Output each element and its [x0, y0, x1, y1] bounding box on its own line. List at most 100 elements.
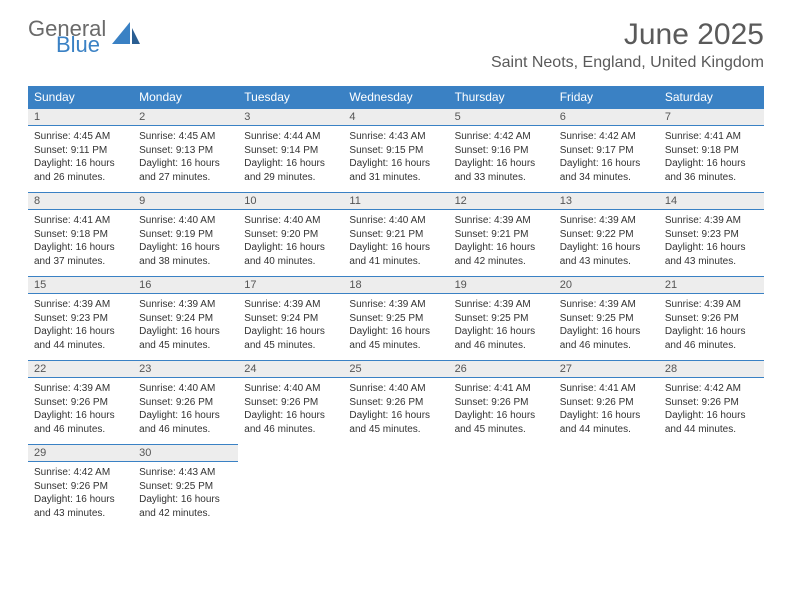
day-cell: Sunrise: 4:39 AMSunset: 9:25 PMDaylight:… — [449, 294, 554, 361]
day-cell: Sunrise: 4:40 AMSunset: 9:20 PMDaylight:… — [238, 210, 343, 277]
day-cell: Sunrise: 4:43 AMSunset: 9:25 PMDaylight:… — [133, 462, 238, 529]
sunrise-text: Sunrise: 4:42 AM — [560, 130, 653, 144]
sunset-text: Sunset: 9:24 PM — [244, 312, 337, 326]
brand-word2: Blue — [56, 34, 106, 56]
sunrise-text: Sunrise: 4:39 AM — [34, 298, 127, 312]
sunset-text: Sunset: 9:15 PM — [349, 144, 442, 158]
sunset-text: Sunset: 9:18 PM — [665, 144, 758, 158]
sunset-text: Sunset: 9:22 PM — [560, 228, 653, 242]
day-number — [343, 445, 448, 462]
day-number — [659, 445, 764, 462]
sunset-text: Sunset: 9:19 PM — [139, 228, 232, 242]
sunset-text: Sunset: 9:25 PM — [560, 312, 653, 326]
sunset-text: Sunset: 9:20 PM — [244, 228, 337, 242]
day-cell: Sunrise: 4:42 AMSunset: 9:17 PMDaylight:… — [554, 126, 659, 193]
sunrise-text: Sunrise: 4:42 AM — [665, 382, 758, 396]
day-header-row: Sunday Monday Tuesday Wednesday Thursday… — [28, 86, 764, 109]
daylight-text: Daylight: 16 hours and 44 minutes. — [34, 325, 127, 352]
sunrise-text: Sunrise: 4:43 AM — [139, 466, 232, 480]
week-row: Sunrise: 4:39 AMSunset: 9:23 PMDaylight:… — [28, 294, 764, 361]
sunset-text: Sunset: 9:26 PM — [455, 396, 548, 410]
sunset-text: Sunset: 9:26 PM — [34, 480, 127, 494]
daylight-text: Daylight: 16 hours and 46 minutes. — [34, 409, 127, 436]
daylight-text: Daylight: 16 hours and 42 minutes. — [139, 493, 232, 520]
day-number: 5 — [449, 109, 554, 126]
day-cell — [343, 462, 448, 529]
day-cell: Sunrise: 4:41 AMSunset: 9:18 PMDaylight:… — [659, 126, 764, 193]
day-cell: Sunrise: 4:39 AMSunset: 9:24 PMDaylight:… — [238, 294, 343, 361]
day-cell: Sunrise: 4:39 AMSunset: 9:26 PMDaylight:… — [28, 378, 133, 445]
sunrise-text: Sunrise: 4:39 AM — [139, 298, 232, 312]
daynum-row: 891011121314 — [28, 193, 764, 210]
daylight-text: Daylight: 16 hours and 29 minutes. — [244, 157, 337, 184]
sunset-text: Sunset: 9:25 PM — [139, 480, 232, 494]
day-cell: Sunrise: 4:39 AMSunset: 9:21 PMDaylight:… — [449, 210, 554, 277]
sunrise-text: Sunrise: 4:40 AM — [139, 214, 232, 228]
daylight-text: Daylight: 16 hours and 26 minutes. — [34, 157, 127, 184]
title-block: June 2025 Saint Neots, England, United K… — [491, 18, 764, 72]
day-number: 22 — [28, 361, 133, 378]
daylight-text: Daylight: 16 hours and 45 minutes. — [244, 325, 337, 352]
day-number: 4 — [343, 109, 448, 126]
week-row: Sunrise: 4:39 AMSunset: 9:26 PMDaylight:… — [28, 378, 764, 445]
day-cell — [238, 462, 343, 529]
day-cell: Sunrise: 4:40 AMSunset: 9:19 PMDaylight:… — [133, 210, 238, 277]
daylight-text: Daylight: 16 hours and 44 minutes. — [560, 409, 653, 436]
sunset-text: Sunset: 9:13 PM — [139, 144, 232, 158]
sunset-text: Sunset: 9:25 PM — [349, 312, 442, 326]
day-cell: Sunrise: 4:44 AMSunset: 9:14 PMDaylight:… — [238, 126, 343, 193]
sunrise-text: Sunrise: 4:40 AM — [244, 214, 337, 228]
col-tue: Tuesday — [238, 86, 343, 109]
sunset-text: Sunset: 9:25 PM — [455, 312, 548, 326]
day-number: 6 — [554, 109, 659, 126]
daylight-text: Daylight: 16 hours and 46 minutes. — [139, 409, 232, 436]
sunrise-text: Sunrise: 4:44 AM — [244, 130, 337, 144]
sunrise-text: Sunrise: 4:39 AM — [244, 298, 337, 312]
day-number: 24 — [238, 361, 343, 378]
daylight-text: Daylight: 16 hours and 45 minutes. — [139, 325, 232, 352]
daylight-text: Daylight: 16 hours and 46 minutes. — [455, 325, 548, 352]
sunrise-text: Sunrise: 4:45 AM — [34, 130, 127, 144]
col-mon: Monday — [133, 86, 238, 109]
brand-sail-icon — [112, 22, 140, 53]
daylight-text: Daylight: 16 hours and 40 minutes. — [244, 241, 337, 268]
day-number: 7 — [659, 109, 764, 126]
col-sat: Saturday — [659, 86, 764, 109]
day-cell: Sunrise: 4:39 AMSunset: 9:26 PMDaylight:… — [659, 294, 764, 361]
day-cell: Sunrise: 4:39 AMSunset: 9:23 PMDaylight:… — [659, 210, 764, 277]
sunset-text: Sunset: 9:17 PM — [560, 144, 653, 158]
week-row: Sunrise: 4:42 AMSunset: 9:26 PMDaylight:… — [28, 462, 764, 529]
location-text: Saint Neots, England, United Kingdom — [491, 54, 764, 72]
day-cell: Sunrise: 4:41 AMSunset: 9:18 PMDaylight:… — [28, 210, 133, 277]
week-row: Sunrise: 4:41 AMSunset: 9:18 PMDaylight:… — [28, 210, 764, 277]
sunset-text: Sunset: 9:26 PM — [244, 396, 337, 410]
sunset-text: Sunset: 9:16 PM — [455, 144, 548, 158]
day-cell: Sunrise: 4:45 AMSunset: 9:11 PMDaylight:… — [28, 126, 133, 193]
sunrise-text: Sunrise: 4:41 AM — [560, 382, 653, 396]
col-wed: Wednesday — [343, 86, 448, 109]
col-thu: Thursday — [449, 86, 554, 109]
day-number: 29 — [28, 445, 133, 462]
day-number: 19 — [449, 277, 554, 294]
sunrise-text: Sunrise: 4:40 AM — [139, 382, 232, 396]
day-number: 12 — [449, 193, 554, 210]
sunrise-text: Sunrise: 4:45 AM — [139, 130, 232, 144]
daylight-text: Daylight: 16 hours and 34 minutes. — [560, 157, 653, 184]
day-number: 16 — [133, 277, 238, 294]
day-cell: Sunrise: 4:39 AMSunset: 9:24 PMDaylight:… — [133, 294, 238, 361]
sunset-text: Sunset: 9:26 PM — [560, 396, 653, 410]
day-number: 3 — [238, 109, 343, 126]
day-number: 1 — [28, 109, 133, 126]
calendar-table: Sunday Monday Tuesday Wednesday Thursday… — [28, 86, 764, 528]
day-number: 10 — [238, 193, 343, 210]
day-number: 13 — [554, 193, 659, 210]
day-cell: Sunrise: 4:42 AMSunset: 9:26 PMDaylight:… — [28, 462, 133, 529]
day-cell: Sunrise: 4:45 AMSunset: 9:13 PMDaylight:… — [133, 126, 238, 193]
sunrise-text: Sunrise: 4:40 AM — [349, 214, 442, 228]
daylight-text: Daylight: 16 hours and 46 minutes. — [244, 409, 337, 436]
daylight-text: Daylight: 16 hours and 36 minutes. — [665, 157, 758, 184]
sunrise-text: Sunrise: 4:41 AM — [34, 214, 127, 228]
sunset-text: Sunset: 9:23 PM — [665, 228, 758, 242]
sunrise-text: Sunrise: 4:39 AM — [455, 298, 548, 312]
sunrise-text: Sunrise: 4:39 AM — [560, 214, 653, 228]
